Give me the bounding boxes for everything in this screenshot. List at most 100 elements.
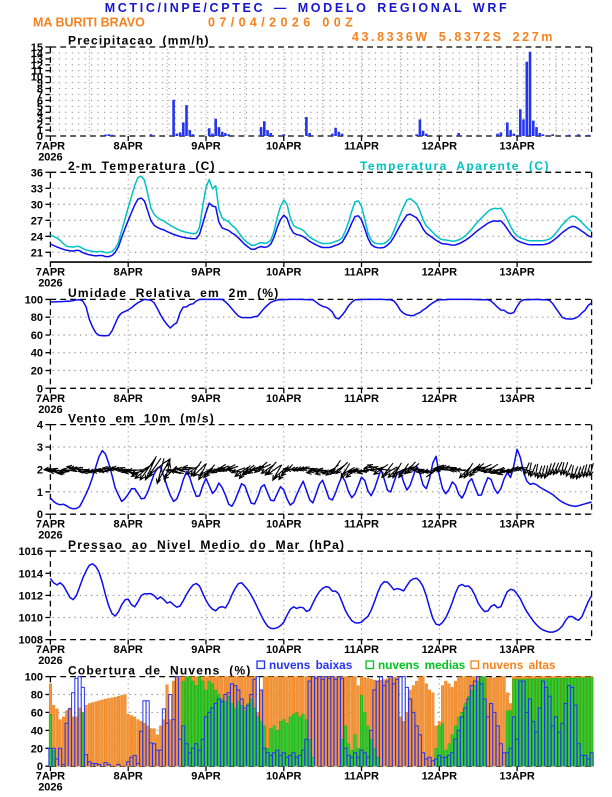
svg-text:9APR: 9APR xyxy=(191,141,220,153)
svg-text:Pressao ao Nivel Medio do Mar: Pressao ao Nivel Medio do Mar (hPa) xyxy=(68,538,345,552)
svg-text:11APR: 11APR xyxy=(344,644,379,656)
svg-text:7APR: 7APR xyxy=(36,267,65,279)
svg-text:11APR: 11APR xyxy=(344,141,379,153)
svg-text:0: 0 xyxy=(37,383,43,395)
svg-text:13APR: 13APR xyxy=(499,644,535,656)
svg-text:80: 80 xyxy=(31,312,43,324)
svg-text:7: 7 xyxy=(37,89,43,101)
svg-text:12APR: 12APR xyxy=(422,267,458,279)
svg-text:27: 27 xyxy=(31,215,43,227)
svg-text:11APR: 11APR xyxy=(344,267,379,279)
svg-text:MA BURITI BRAVO: MA BURITI BRAVO xyxy=(33,16,145,30)
svg-text:8APR: 8APR xyxy=(114,141,143,153)
svg-text:2: 2 xyxy=(37,119,43,131)
svg-text:9APR: 9APR xyxy=(191,519,220,531)
svg-text:6: 6 xyxy=(37,95,43,107)
svg-text:9APR: 9APR xyxy=(191,267,220,279)
svg-text:2-m Temperatura (C): 2-m Temperatura (C) xyxy=(68,159,216,173)
svg-text:60: 60 xyxy=(31,707,43,719)
svg-text:12APR: 12APR xyxy=(422,141,458,153)
svg-text:10: 10 xyxy=(31,72,43,84)
svg-text:80: 80 xyxy=(31,690,43,702)
svg-text:1012: 1012 xyxy=(19,590,43,602)
svg-text:0: 0 xyxy=(37,761,43,773)
svg-text:1016: 1016 xyxy=(19,546,43,558)
svg-text:8APR: 8APR xyxy=(114,644,143,656)
svg-text:3: 3 xyxy=(37,442,43,454)
svg-text:2026: 2026 xyxy=(38,404,62,416)
svg-text:10APR: 10APR xyxy=(266,141,302,153)
svg-text:12: 12 xyxy=(31,60,43,72)
svg-text:8APR: 8APR xyxy=(114,267,143,279)
svg-text:4: 4 xyxy=(37,420,44,432)
svg-text:nuvens altas: nuvens altas xyxy=(482,658,556,672)
svg-text:40: 40 xyxy=(31,348,43,360)
svg-text:4: 4 xyxy=(37,107,44,119)
svg-text:2026: 2026 xyxy=(38,152,62,164)
svg-text:100: 100 xyxy=(25,672,43,684)
svg-text:40: 40 xyxy=(31,725,43,737)
svg-text:10APR: 10APR xyxy=(266,267,302,279)
svg-text:10APR: 10APR xyxy=(266,644,302,656)
svg-text:13APR: 13APR xyxy=(499,141,535,153)
svg-text:07/04/2026 00Z: 07/04/2026 00Z xyxy=(208,16,357,30)
svg-text:2026: 2026 xyxy=(38,782,62,792)
svg-text:9: 9 xyxy=(37,78,43,90)
svg-text:1008: 1008 xyxy=(19,635,43,647)
svg-text:9APR: 9APR xyxy=(191,393,220,405)
svg-text:30: 30 xyxy=(31,199,43,211)
svg-text:8APR: 8APR xyxy=(114,519,143,531)
svg-text:Cobertura de Nuvens (%): Cobertura de Nuvens (%) xyxy=(68,664,252,678)
svg-text:12APR: 12APR xyxy=(422,393,458,405)
svg-text:12APR: 12APR xyxy=(422,519,458,531)
svg-text:2026: 2026 xyxy=(38,655,62,667)
svg-text:1: 1 xyxy=(37,487,43,499)
svg-text:7APR: 7APR xyxy=(36,519,65,531)
svg-text:2026: 2026 xyxy=(38,278,62,290)
svg-text:13: 13 xyxy=(31,54,43,66)
svg-text:20: 20 xyxy=(31,743,43,755)
svg-text:13APR: 13APR xyxy=(499,393,535,405)
svg-text:100: 100 xyxy=(25,294,43,306)
svg-text:8APR: 8APR xyxy=(114,393,143,405)
svg-text:13APR: 13APR xyxy=(499,267,535,279)
svg-text:11APR: 11APR xyxy=(344,519,379,531)
svg-text:3: 3 xyxy=(37,113,43,125)
svg-text:13APR: 13APR xyxy=(499,771,535,783)
svg-text:33: 33 xyxy=(31,183,43,195)
svg-text:1: 1 xyxy=(37,125,43,137)
svg-text:11APR: 11APR xyxy=(344,393,379,405)
svg-text:Temperatura Aparente (C): Temperatura Aparente (C) xyxy=(360,159,550,173)
svg-text:14: 14 xyxy=(31,48,44,60)
svg-text:7APR: 7APR xyxy=(36,141,65,153)
svg-text:10APR: 10APR xyxy=(266,393,302,405)
svg-text:10APR: 10APR xyxy=(266,519,302,531)
svg-text:12APR: 12APR xyxy=(422,644,458,656)
svg-text:1010: 1010 xyxy=(19,613,43,625)
svg-text:7APR: 7APR xyxy=(36,771,65,783)
svg-text:Umidade Relativa em 2m (%): Umidade Relativa em 2m (%) xyxy=(68,286,279,300)
svg-text:10APR: 10APR xyxy=(266,771,302,783)
svg-text:8APR: 8APR xyxy=(114,771,143,783)
svg-text:21: 21 xyxy=(31,247,43,259)
svg-text:13APR: 13APR xyxy=(499,519,535,531)
svg-text:24: 24 xyxy=(31,231,44,243)
svg-text:7APR: 7APR xyxy=(36,393,65,405)
svg-text:0: 0 xyxy=(37,131,43,143)
svg-text:36: 36 xyxy=(31,167,43,179)
svg-text:nuvens baixas: nuvens baixas xyxy=(269,658,353,672)
svg-text:Vento em 10m (m/s): Vento em 10m (m/s) xyxy=(68,412,215,426)
svg-text:60: 60 xyxy=(31,330,43,342)
svg-text:nuvens medias: nuvens medias xyxy=(378,658,466,672)
svg-text:11APR: 11APR xyxy=(344,771,379,783)
svg-text:1014: 1014 xyxy=(19,568,44,580)
svg-text:9APR: 9APR xyxy=(191,771,220,783)
svg-text:2: 2 xyxy=(37,464,43,476)
svg-text:MCTIC/INPE/CPTEC — MODELO REGI: MCTIC/INPE/CPTEC — MODELO REGIONAL WRF xyxy=(105,1,510,15)
svg-text:7APR: 7APR xyxy=(36,644,65,656)
svg-text:5: 5 xyxy=(37,101,43,113)
svg-text:2026: 2026 xyxy=(38,530,62,542)
svg-text:0: 0 xyxy=(37,509,43,521)
svg-text:15: 15 xyxy=(31,42,43,54)
svg-text:9APR: 9APR xyxy=(191,644,220,656)
